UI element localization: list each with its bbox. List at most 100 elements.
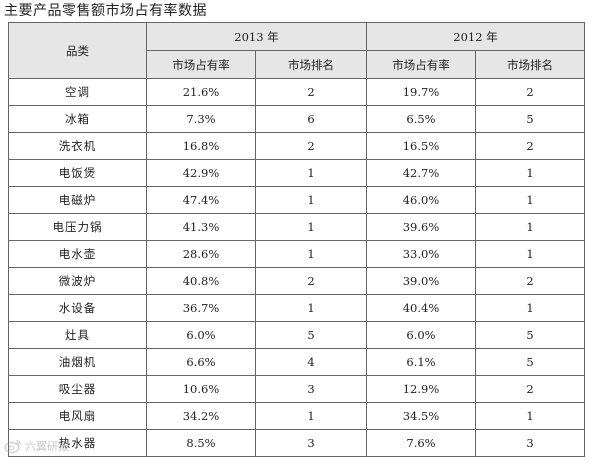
rank-2012-cell: 1: [475, 186, 585, 214]
category-cell: 电风扇: [8, 402, 147, 430]
category-cell: 电水壶: [8, 240, 147, 268]
rank-2012-cell: 2: [475, 78, 585, 106]
share-2012-cell: 42.7%: [366, 159, 476, 187]
rank-2013-cell: 1: [255, 186, 367, 214]
rank-2013-cell: 3: [255, 429, 367, 457]
rank-2012-cell: 5: [475, 348, 585, 376]
share-2012-cell: 46.0%: [366, 186, 476, 214]
table-row: 微波炉 40.8% 2 39.0% 2: [8, 267, 585, 295]
share-2013-cell: 10.6%: [146, 375, 256, 403]
category-cell: 热水器: [8, 429, 147, 457]
category-cell: 洗衣机: [8, 132, 147, 160]
rank-2012-cell: 2: [475, 132, 585, 160]
rank-2012-cell: 5: [475, 321, 585, 349]
share-2013-cell: 8.5%: [146, 429, 256, 457]
table-row: 电饭煲 42.9% 1 42.7% 1: [8, 159, 585, 187]
category-cell: 水设备: [8, 294, 147, 322]
rank-2013-cell: 3: [255, 375, 367, 403]
table-row: 热水器 8.5% 3 7.6% 3: [8, 429, 585, 457]
share-2013-cell: 36.7%: [146, 294, 256, 322]
rank-2013-cell: 1: [255, 159, 367, 187]
weibo-logo-icon: [4, 439, 22, 453]
share-2012-cell: 12.9%: [366, 375, 476, 403]
rank-header-2013: 市场排名: [255, 50, 367, 79]
table-row: 电水壶 28.6% 1 33.0% 1: [8, 240, 585, 268]
share-2013-cell: 7.3%: [146, 105, 256, 133]
rank-2012-cell: 1: [475, 294, 585, 322]
header-row-metrics: 市场占有率 市场排名 市场占有率 市场排名: [9, 50, 585, 79]
market-share-table: 品类 2013 年 2012 年 市场占有率 市场排名 市场占有率 市场排名 空…: [8, 22, 585, 457]
category-cell: 电饭煲: [8, 159, 147, 187]
table-row: 空调 21.6% 2 19.7% 2: [8, 78, 585, 106]
rank-2012-cell: 2: [475, 267, 585, 295]
category-cell: 灶具: [8, 321, 147, 349]
category-cell: 吸尘器: [8, 375, 147, 403]
rank-2012-cell: 5: [475, 105, 585, 133]
rank-2012-cell: 1: [475, 159, 585, 187]
table-row: 油烟机 6.6% 4 6.1% 5: [8, 348, 585, 376]
table-row: 灶具 6.0% 5 6.0% 5: [8, 321, 585, 349]
table-row: 冰箱 7.3% 6 6.5% 5: [8, 105, 585, 133]
table-row: 洗衣机 16.8% 2 16.5% 2: [8, 132, 585, 160]
share-header-2012: 市场占有率: [366, 50, 476, 79]
share-2013-cell: 47.4%: [146, 186, 256, 214]
share-2012-cell: 7.6%: [366, 429, 476, 457]
share-2012-cell: 39.0%: [366, 267, 476, 295]
year-header-2012: 2012 年: [366, 22, 585, 51]
rank-2012-cell: 1: [475, 402, 585, 430]
share-2013-cell: 40.8%: [146, 267, 256, 295]
share-2013-cell: 42.9%: [146, 159, 256, 187]
rank-2012-cell: 1: [475, 240, 585, 268]
share-2012-cell: 6.1%: [366, 348, 476, 376]
table-row: 水设备 36.7% 1 40.4% 1: [8, 294, 585, 322]
table-row: 电磁炉 47.4% 1 46.0% 1: [8, 186, 585, 214]
rank-2012-cell: 2: [475, 375, 585, 403]
share-2012-cell: 39.6%: [366, 213, 476, 241]
rank-2012-cell: 3: [475, 429, 585, 457]
rank-2013-cell: 2: [255, 267, 367, 295]
category-cell: 空调: [8, 78, 147, 106]
watermark: 六翼研报: [4, 438, 69, 454]
rank-2013-cell: 1: [255, 213, 367, 241]
share-2013-cell: 16.8%: [146, 132, 256, 160]
page-title: 主要产品零售额市场占有率数据: [4, 3, 207, 19]
table-row: 电风扇 34.2% 1 34.5% 1: [8, 402, 585, 430]
rank-2013-cell: 1: [255, 402, 367, 430]
share-2012-cell: 34.5%: [366, 402, 476, 430]
share-2013-cell: 34.2%: [146, 402, 256, 430]
table-header: 品类 2013 年 2012 年 市场占有率 市场排名 市场占有率 市场排名: [8, 22, 585, 79]
share-2012-cell: 6.5%: [366, 105, 476, 133]
rank-2013-cell: 2: [255, 132, 367, 160]
table-row: 吸尘器 10.6% 3 12.9% 2: [8, 375, 585, 403]
category-cell: 微波炉: [8, 267, 147, 295]
header-row-years: 品类 2013 年 2012 年: [8, 22, 585, 79]
category-cell: 电压力锅: [8, 213, 147, 241]
table-body: 空调 21.6% 2 19.7% 2 冰箱 7.3% 6 6.5% 5 洗衣机 16.8% 2 16.5%…: [8, 78, 585, 457]
category-header: 品类: [8, 22, 147, 79]
share-2012-cell: 6.0%: [366, 321, 476, 349]
category-cell: 电磁炉: [8, 186, 147, 214]
category-cell: 冰箱: [8, 105, 147, 133]
rank-2012-cell: 1: [475, 213, 585, 241]
rank-2013-cell: 4: [255, 348, 367, 376]
share-2012-cell: 33.0%: [366, 240, 476, 268]
share-2013-cell: 21.6%: [146, 78, 256, 106]
category-cell: 油烟机: [8, 348, 147, 376]
rank-2013-cell: 5: [255, 321, 367, 349]
share-2013-cell: 6.0%: [146, 321, 256, 349]
share-header-2013: 市场占有率: [146, 50, 256, 79]
share-2013-cell: 41.3%: [146, 213, 256, 241]
rank-2013-cell: 1: [255, 294, 367, 322]
share-2013-cell: 28.6%: [146, 240, 256, 268]
rank-2013-cell: 1: [255, 240, 367, 268]
table-row: 电压力锅 41.3% 1 39.6% 1: [8, 213, 585, 241]
share-2012-cell: 16.5%: [366, 132, 476, 160]
watermark-text: 六翼研报: [25, 440, 69, 453]
rank-header-2012: 市场排名: [475, 50, 585, 79]
rank-2013-cell: 2: [255, 78, 367, 106]
rank-2013-cell: 6: [255, 105, 367, 133]
share-2013-cell: 6.6%: [146, 348, 256, 376]
share-2012-cell: 40.4%: [366, 294, 476, 322]
share-2012-cell: 19.7%: [366, 78, 476, 106]
year-header-2013: 2013 年: [146, 22, 367, 51]
